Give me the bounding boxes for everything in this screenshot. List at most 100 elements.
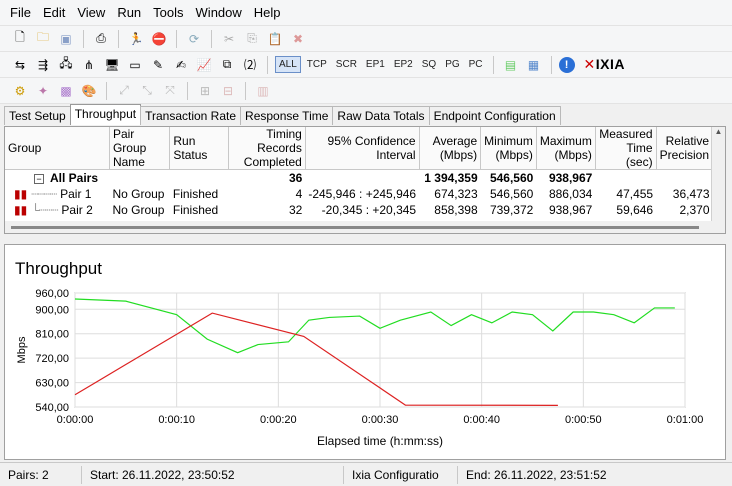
- topology-icon[interactable]: ⋔: [83, 57, 95, 72]
- col-timing-records[interactable]: Timing Records Completed: [228, 127, 306, 170]
- delete-icon[interactable]: ✖: [292, 31, 304, 46]
- x-tick-label: 0:00:40: [463, 414, 500, 426]
- confidence-interval: -245,946 : +245,946: [308, 186, 417, 201]
- maximum: 938,967: [548, 202, 593, 217]
- y-tick-label: 540,00: [35, 402, 69, 414]
- copy-icon[interactable]: ⎘: [247, 31, 257, 45]
- filter-tcp-button[interactable]: TCP: [306, 59, 327, 70]
- add-pair-icon[interactable]: ⇆: [14, 57, 26, 72]
- menu-run[interactable]: Run: [117, 5, 142, 20]
- merge-icon[interactable]: ⊟: [222, 83, 234, 98]
- col-minimum[interactable]: Minimum (Mbps): [480, 127, 537, 170]
- summary-maximum: 938,967: [548, 170, 593, 185]
- x-tick-label: 0:00:50: [565, 414, 602, 426]
- filter-all-button[interactable]: ALL: [275, 56, 301, 73]
- col-measured-time[interactable]: Measured Time (sec): [595, 127, 657, 170]
- series-line-1: [74, 298, 675, 354]
- new-file-icon[interactable]: 🗋: [15, 30, 25, 44]
- results-icon[interactable]: ⚙: [14, 83, 26, 98]
- col-maximum[interactable]: Maximum (Mbps): [536, 127, 596, 170]
- expand-icon[interactable]: ⤢: [119, 83, 129, 97]
- layout-icon[interactable]: ▥: [257, 83, 269, 98]
- filter-icon[interactable]: ⧉: [222, 57, 232, 71]
- chart-icon[interactable]: 📈: [196, 57, 212, 72]
- col-pair-group-name[interactable]: Pair Group Name: [109, 127, 171, 170]
- menu-window[interactable]: Window: [195, 5, 242, 20]
- paste-icon[interactable]: 📋: [267, 31, 283, 46]
- cut-icon[interactable]: ✂: [223, 31, 235, 46]
- average: 674,323: [434, 186, 478, 201]
- status-bar: Pairs: 2 Start: 26.11.2022, 23:50:52 Ixi…: [0, 462, 732, 486]
- stop-icon[interactable]: ⛔: [151, 31, 167, 46]
- info-icon[interactable]: !: [558, 56, 575, 73]
- toolbar-view: ⚙ ✦ ▩ 🎨 ⤢ ⤡ ⤧ ⊞ ⊟ ▥: [0, 78, 732, 104]
- script-icon[interactable]: ✍: [175, 57, 187, 72]
- tab-test-setup[interactable]: Test Setup: [4, 106, 71, 125]
- status-pairs: Pairs: 2: [0, 465, 82, 484]
- summary-average: 1 394,359: [424, 170, 478, 185]
- run-icon[interactable]: 🏃: [128, 31, 144, 46]
- tab-endpoint-configuration[interactable]: Endpoint Configuration: [428, 106, 561, 125]
- pair-name: Pair 2: [61, 202, 93, 217]
- filter-pg-button[interactable]: PG: [445, 59, 460, 70]
- endpoint-icon[interactable]: 🖥: [104, 57, 120, 72]
- filter-pc-button[interactable]: PC: [468, 59, 483, 70]
- menu-edit[interactable]: Edit: [42, 5, 66, 20]
- tab-raw-data-totals[interactable]: Raw Data Totals: [332, 106, 430, 125]
- open-folder-icon[interactable]: 🗀: [36, 30, 49, 44]
- filter-sq-button[interactable]: SQ: [421, 59, 437, 70]
- timing-records: 32: [288, 202, 303, 217]
- col-relative-precision[interactable]: Relative Precision: [656, 127, 714, 170]
- filter-ep2-button[interactable]: EP2: [393, 59, 413, 70]
- pair-chart-icon: ▮▮: [14, 202, 28, 217]
- average: 858,398: [434, 202, 478, 217]
- chart-title: Throughput: [15, 259, 102, 278]
- ixia-logo: ✕IXIA: [583, 56, 626, 72]
- save-icon[interactable]: ▣: [60, 31, 72, 46]
- collapse-icon[interactable]: ⤡: [142, 83, 152, 97]
- tab-throughput[interactable]: Throughput: [69, 104, 142, 125]
- tab-response-time[interactable]: Response Time: [240, 106, 334, 125]
- add-multicast-icon[interactable]: ⇶: [37, 57, 49, 72]
- split-icon[interactable]: ⊞: [199, 83, 211, 98]
- grid-icon[interactable]: ▩: [60, 83, 72, 98]
- col-group[interactable]: Group: [5, 127, 110, 170]
- x-tick-label: 0:01:00: [667, 414, 704, 426]
- relative-precision: 2,370: [679, 202, 710, 217]
- wizard-icon[interactable]: ✦: [37, 83, 49, 98]
- table-row-all-pairs[interactable]: − All Pairs 36 1 394,359 546,560 938,967: [5, 170, 713, 186]
- filter-scr-button[interactable]: SCR: [335, 59, 357, 70]
- export-icon[interactable]: ▤: [504, 57, 517, 72]
- menu-tools[interactable]: Tools: [153, 5, 184, 20]
- palette-icon[interactable]: 🎨: [81, 83, 97, 98]
- endpoint-pair-icon[interactable]: ▭: [129, 57, 141, 72]
- col-run-status[interactable]: Run Status: [169, 127, 230, 170]
- number-icon[interactable]: ⑵: [243, 58, 256, 72]
- edit-icon[interactable]: ✎: [152, 57, 164, 72]
- filter-ep1-button[interactable]: EP1: [365, 59, 385, 70]
- table-row[interactable]: ▮▮ └┈┈┈ Pair 2 No Group Finished 32 -20,34…: [5, 202, 713, 218]
- pair-name: Pair 1: [60, 186, 92, 201]
- summary-minimum: 546,560: [489, 170, 534, 185]
- x-tick-label: 0:00:10: [158, 414, 195, 426]
- tab-transaction-rate[interactable]: Transaction Rate: [140, 106, 242, 125]
- y-tick-label: 720,00: [35, 353, 69, 365]
- status-config: Ixia Configuratio: [344, 465, 458, 484]
- horizontal-scrollbar[interactable]: [5, 221, 713, 233]
- pair-chart-icon: ▮▮: [14, 186, 28, 201]
- table-row[interactable]: ▮▮ ┈┈┈┈ Pair 1 No Group Finished 4 -245,94…: [5, 186, 713, 202]
- print-icon[interactable]: ⎙: [96, 31, 106, 45]
- menu-view[interactable]: View: [77, 5, 106, 20]
- collapse-toggle-icon[interactable]: −: [34, 173, 44, 184]
- window-icon[interactable]: ▦: [527, 57, 540, 72]
- toolbar-main: 🗋 🗀 ▣ ⎙ 🏃 ⛔ ⟳ ✂ ⎘ 📋 ✖: [0, 26, 732, 52]
- col-confidence-interval[interactable]: 95% Confidence Interval: [305, 127, 420, 170]
- col-average[interactable]: Average (Mbps): [419, 127, 482, 170]
- menu-help[interactable]: Help: [253, 5, 281, 20]
- refresh-icon[interactable]: ⟳: [188, 31, 200, 46]
- network-icon[interactable]: 🖧: [59, 56, 73, 70]
- arrange-icon[interactable]: ⤧: [165, 83, 175, 97]
- minimum: 739,372: [489, 202, 534, 217]
- vertical-scrollbar[interactable]: ▲: [711, 127, 725, 233]
- menu-file[interactable]: File: [10, 5, 31, 20]
